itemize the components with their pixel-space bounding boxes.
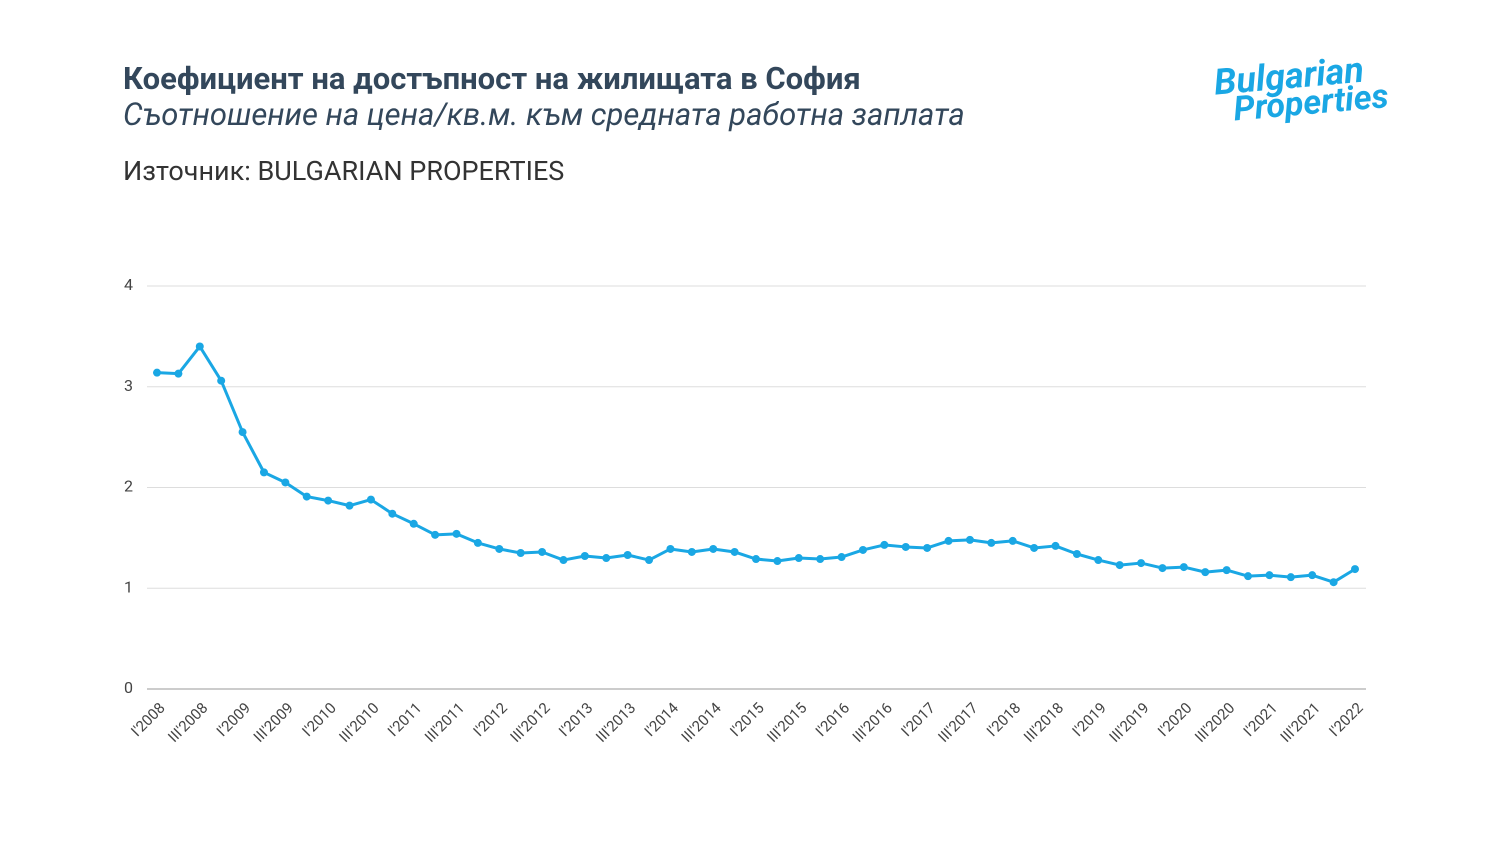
point <box>452 529 461 538</box>
point <box>580 552 589 561</box>
point <box>431 530 440 539</box>
x-tick-label: III'2017 <box>934 699 981 746</box>
point <box>1329 578 1338 587</box>
point <box>965 535 974 544</box>
point <box>666 544 675 553</box>
point <box>495 544 504 553</box>
point <box>302 492 311 501</box>
point <box>1094 556 1103 565</box>
x-tick-label: I'2020 <box>1154 699 1195 740</box>
x-tick-label: III'2011 <box>421 699 468 746</box>
point <box>837 553 846 562</box>
point <box>794 554 803 563</box>
x-tick-label: III'2016 <box>849 699 896 746</box>
point <box>1201 568 1210 577</box>
point <box>324 496 333 505</box>
point <box>645 556 654 565</box>
x-tick-label: III'2019 <box>1106 699 1153 746</box>
x-tick-label: III'2014 <box>678 699 725 746</box>
x-tick-label: I'2012 <box>470 699 511 740</box>
point <box>1072 549 1081 558</box>
x-tick-label: III'2021 <box>1277 699 1324 746</box>
point <box>1265 571 1274 580</box>
point <box>858 545 867 554</box>
point <box>901 542 910 551</box>
y-tick-label: 0 <box>124 678 133 697</box>
point <box>730 547 739 556</box>
logo: Bulgarian Properties <box>1212 49 1390 130</box>
point <box>816 555 825 564</box>
point <box>345 501 354 510</box>
x-tick-label: I'2016 <box>812 699 853 740</box>
point <box>752 555 760 564</box>
point <box>1222 566 1231 575</box>
point <box>944 536 953 545</box>
point <box>559 556 568 565</box>
chart-subtitle: Съотношение на цена/кв.м. към средната р… <box>123 96 965 133</box>
x-tick-label: III'2008 <box>164 699 211 746</box>
x-tick-label: I'2013 <box>555 699 596 740</box>
point <box>773 557 782 566</box>
point <box>217 376 226 385</box>
chart-title: Коефициент на достъпност на жилищата в С… <box>123 60 861 97</box>
x-tick-label: I'2010 <box>298 699 339 740</box>
point <box>516 548 525 557</box>
point <box>1179 563 1188 572</box>
x-tick-label: I'2011 <box>384 699 425 740</box>
x-tick-label: I'2008 <box>127 699 168 740</box>
x-tick-label: I'2019 <box>1069 699 1110 740</box>
point <box>259 468 268 477</box>
point <box>153 368 161 377</box>
y-tick-label: 1 <box>124 577 133 596</box>
y-tick-label: 3 <box>124 376 133 395</box>
point <box>1308 571 1317 580</box>
point <box>602 554 611 563</box>
x-tick-label: III'2013 <box>592 699 639 746</box>
point <box>987 538 996 547</box>
x-tick-label: I'2014 <box>641 699 683 741</box>
point <box>1158 564 1167 573</box>
point <box>1137 559 1146 568</box>
x-tick-label: III'2009 <box>250 699 297 746</box>
point <box>366 495 375 504</box>
point <box>1244 572 1253 581</box>
x-tick-label: I'2021 <box>1240 699 1281 740</box>
point <box>409 519 418 528</box>
x-tick-label: I'2015 <box>726 699 767 740</box>
point <box>1115 561 1124 570</box>
y-tick-label: 2 <box>124 477 133 496</box>
point <box>1351 565 1359 574</box>
point <box>880 540 889 549</box>
point <box>1030 543 1039 552</box>
point <box>687 547 696 556</box>
y-tick-label: 4 <box>124 275 133 294</box>
point <box>388 509 397 518</box>
x-tick-label: III'2020 <box>1191 699 1238 746</box>
point <box>174 369 183 378</box>
point <box>1008 536 1017 545</box>
point <box>473 538 482 547</box>
x-tick-label: III'2015 <box>763 699 810 746</box>
point <box>709 544 718 553</box>
x-tick-label: I'2017 <box>897 699 938 740</box>
point <box>538 547 547 556</box>
point <box>1286 573 1295 582</box>
source: Източник: BULGARIAN PROPERTIES <box>123 155 564 187</box>
point <box>623 551 632 560</box>
x-tick-label: III'2018 <box>1020 699 1067 746</box>
x-tick-label: I'2022 <box>1325 699 1366 740</box>
point <box>238 428 247 437</box>
point <box>1051 541 1060 550</box>
line <box>156 344 1356 584</box>
x-tick-label: I'2009 <box>213 699 254 740</box>
x-tick-label: III'2012 <box>507 699 554 746</box>
point <box>281 478 290 487</box>
x-tick-label: I'2018 <box>983 699 1024 740</box>
point <box>923 543 932 552</box>
point <box>195 342 204 351</box>
x-tick-label: III'2010 <box>335 699 382 746</box>
